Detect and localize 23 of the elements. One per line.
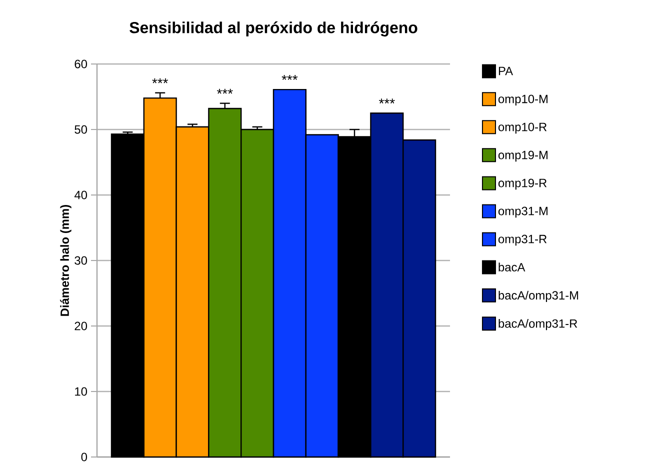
y-axis-title: Diámetro halo (mm): [60, 204, 72, 316]
y-tick-label: 10: [75, 387, 88, 396]
legend-label: omp10-R: [498, 122, 547, 134]
y-tick-label: 30: [74, 256, 88, 265]
legend-label: bacA/omp31-M: [498, 290, 578, 302]
y-tick-label: 40: [74, 190, 88, 200]
legend-label: omp31-M: [498, 206, 548, 218]
y-tick-label: 60: [74, 60, 88, 68]
legend-label: bacA: [498, 262, 526, 272]
data-label: ***: [216, 88, 233, 94]
chart-title: Sensibilidad al peróxido de hidrógeno: [130, 21, 418, 36]
y-tick-label: 20: [74, 322, 88, 330]
y-tick-label: 50: [74, 125, 88, 134]
data-label: ***: [378, 98, 395, 104]
legend-label: omp31-R: [498, 234, 547, 246]
data-label: ***: [282, 75, 298, 80]
y-tick-label: 0: [81, 452, 88, 462]
legend-label: omp19-R: [498, 178, 547, 190]
legend-label: omp19-M: [498, 150, 548, 162]
legend-label: bacA/omp31-R: [498, 319, 578, 330]
legend-label: omp10-M: [498, 94, 548, 106]
legend-label: PA: [498, 66, 514, 76]
data-label: ***: [152, 78, 168, 84]
